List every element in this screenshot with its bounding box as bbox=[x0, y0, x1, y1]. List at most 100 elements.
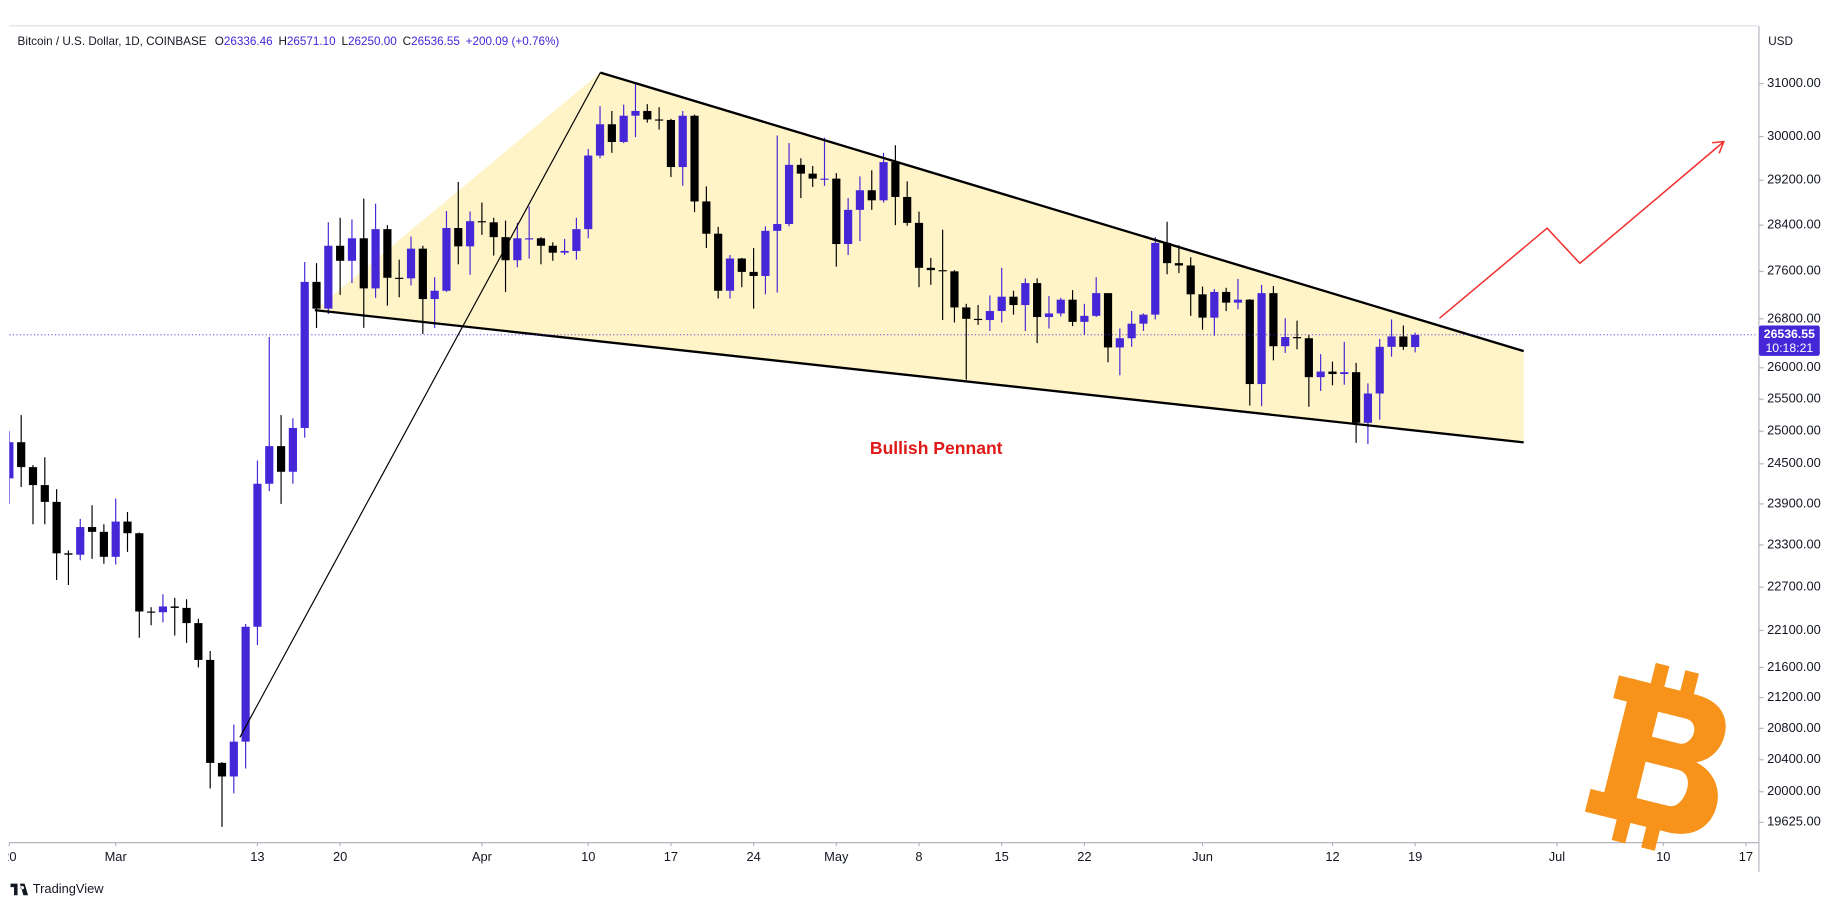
candle-body bbox=[288, 427, 297, 472]
candle-body bbox=[465, 221, 475, 247]
candle-body bbox=[973, 318, 983, 321]
candle-body bbox=[1245, 299, 1254, 385]
candle-body bbox=[1103, 293, 1113, 348]
candle-body bbox=[430, 290, 439, 300]
candle-body bbox=[784, 164, 794, 225]
x-tick-label: 17 bbox=[1739, 849, 1753, 864]
candle-body bbox=[1352, 372, 1361, 423]
candle-body bbox=[548, 245, 557, 253]
candle-body bbox=[1292, 337, 1302, 339]
candle-body bbox=[536, 238, 546, 246]
candle-body bbox=[678, 115, 687, 168]
candle-body bbox=[123, 521, 132, 534]
candle-body bbox=[1363, 393, 1373, 423]
y-tick-label: 25000.00 bbox=[1767, 423, 1821, 438]
candle-body bbox=[525, 238, 534, 240]
candle-body bbox=[820, 178, 829, 180]
candle-body bbox=[28, 467, 38, 486]
candle-body bbox=[40, 485, 49, 502]
projection-arrow bbox=[1438, 141, 1725, 319]
candle-body bbox=[714, 233, 723, 291]
candle-body bbox=[1316, 371, 1325, 378]
candle-body bbox=[1068, 299, 1077, 322]
y-tick-label: 21600.00 bbox=[1767, 659, 1821, 674]
candle-body bbox=[761, 230, 770, 277]
candle-body bbox=[87, 527, 97, 532]
x-tick-label: Mar bbox=[105, 849, 128, 864]
countdown: 10:18:21 bbox=[1765, 341, 1813, 355]
x-tick-label: Jul bbox=[1549, 849, 1565, 864]
y-tick-label: 30000.00 bbox=[1767, 128, 1821, 143]
candle-body bbox=[359, 238, 368, 289]
legend-key: H bbox=[278, 35, 286, 48]
y-tick-label: 19625.00 bbox=[1767, 814, 1821, 829]
legend-value: 26250.00 bbox=[348, 35, 397, 48]
candle-body bbox=[1399, 336, 1408, 347]
y-tick-label: 26800.00 bbox=[1767, 310, 1821, 325]
candle-body bbox=[418, 248, 427, 300]
candle-body bbox=[572, 229, 581, 251]
candle-body bbox=[1210, 291, 1219, 318]
candle-body bbox=[513, 238, 522, 261]
plot-area bbox=[9, 71, 1725, 827]
candle-body bbox=[855, 190, 865, 210]
candle-body bbox=[832, 178, 841, 245]
legend-key: L bbox=[342, 35, 349, 48]
candle-body bbox=[1033, 283, 1042, 318]
legend-value: 26536.55 bbox=[411, 35, 460, 48]
candle-body bbox=[749, 271, 758, 277]
candle-body bbox=[985, 311, 994, 321]
x-tick-label: 10 bbox=[1656, 849, 1670, 864]
candle-body bbox=[324, 245, 333, 309]
x-tick-label: 24 bbox=[746, 849, 760, 864]
y-tick-label: 20400.00 bbox=[1767, 751, 1821, 766]
candle-body bbox=[1269, 293, 1278, 347]
x-tick-label: 20 bbox=[333, 849, 347, 864]
legend-value: 26571.10 bbox=[287, 35, 336, 48]
candle-body bbox=[265, 446, 274, 484]
candle-body bbox=[9, 442, 14, 479]
x-tick-label: 20 bbox=[2, 849, 16, 864]
tradingview-logo: TradingView bbox=[10, 881, 104, 896]
last-price-label: 26536.55 bbox=[1764, 327, 1815, 341]
y-tick-label: 22700.00 bbox=[1767, 579, 1821, 594]
x-tick-label: Jun bbox=[1192, 849, 1213, 864]
pole-line bbox=[239, 72, 601, 738]
candle-body bbox=[808, 173, 817, 179]
x-tick-label: 8 bbox=[915, 849, 922, 864]
candle-body bbox=[903, 196, 912, 223]
candle-body bbox=[1257, 293, 1266, 385]
candle-body bbox=[938, 270, 947, 272]
candle-body bbox=[1056, 299, 1065, 314]
candle-body bbox=[1186, 265, 1195, 295]
y-tick-label: 27600.00 bbox=[1767, 263, 1821, 278]
y-tick-label: 29200.00 bbox=[1767, 172, 1821, 187]
candle-body bbox=[773, 224, 782, 231]
candle-body bbox=[891, 162, 900, 197]
candle-body bbox=[477, 221, 486, 223]
x-tick-label: 15 bbox=[995, 849, 1009, 864]
candle-body bbox=[442, 227, 451, 291]
candle-body bbox=[347, 238, 357, 261]
candle-body bbox=[276, 446, 286, 472]
last-price-box bbox=[1758, 325, 1820, 356]
candle-body bbox=[702, 201, 711, 234]
candle-body bbox=[926, 267, 935, 271]
brand: TradingView bbox=[33, 881, 104, 896]
candle-body bbox=[1281, 337, 1290, 347]
candle-body bbox=[194, 623, 203, 660]
x-tick-label: 12 bbox=[1325, 849, 1339, 864]
currency: USD bbox=[1768, 35, 1793, 48]
candle-body bbox=[253, 483, 262, 627]
symbol-title: Bitcoin / U.S. Dollar, 1D, COINBASE bbox=[18, 35, 207, 48]
time-axis: 20 Mar 13 20 Apr 10 17 24 May 8 15 22 Jun 12 19 Jul 10 17 bbox=[2, 842, 1753, 864]
candle-body bbox=[1411, 334, 1420, 348]
candle-body bbox=[655, 119, 664, 121]
candle-body bbox=[1328, 371, 1337, 375]
candle-body bbox=[1174, 263, 1183, 266]
candle-body bbox=[383, 229, 392, 278]
x-tick-label: 13 bbox=[250, 849, 264, 864]
candle-body bbox=[997, 296, 1006, 312]
annotation: Bullish Pennant bbox=[870, 438, 1003, 458]
candle-body bbox=[619, 115, 628, 142]
